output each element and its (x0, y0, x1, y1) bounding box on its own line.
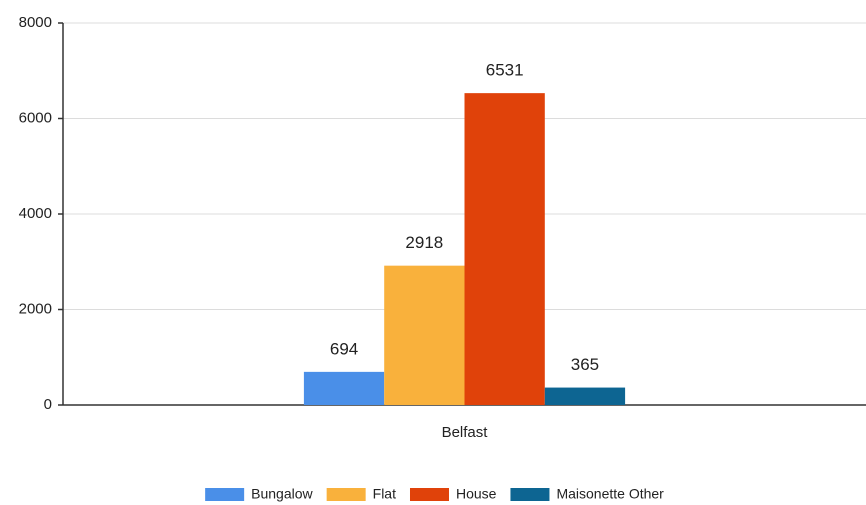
legend-label: Maisonette Other (556, 486, 664, 502)
legend-label: House (456, 486, 497, 502)
bar (544, 387, 626, 405)
legend-swatch (205, 488, 245, 501)
legend-label: Bungalow (251, 486, 313, 502)
y-tick-label: 6000 (19, 109, 52, 126)
y-tick-label: 2000 (19, 300, 52, 317)
x-tick-label: Belfast (442, 424, 489, 441)
bar (464, 93, 545, 406)
y-tick-label: 8000 (19, 14, 52, 31)
legend-swatch (510, 488, 550, 501)
y-tick-label: 4000 (19, 205, 52, 222)
data-label: 365 (571, 355, 599, 374)
legend-swatch (409, 488, 449, 501)
legend-swatch (326, 488, 366, 501)
y-tick-label: 0 (44, 396, 52, 413)
bar (384, 265, 465, 405)
data-label: 2918 (405, 233, 443, 252)
legend-label: Flat (373, 486, 396, 502)
bar (303, 371, 385, 405)
data-label: 6531 (486, 61, 524, 80)
data-label: 694 (330, 339, 358, 358)
